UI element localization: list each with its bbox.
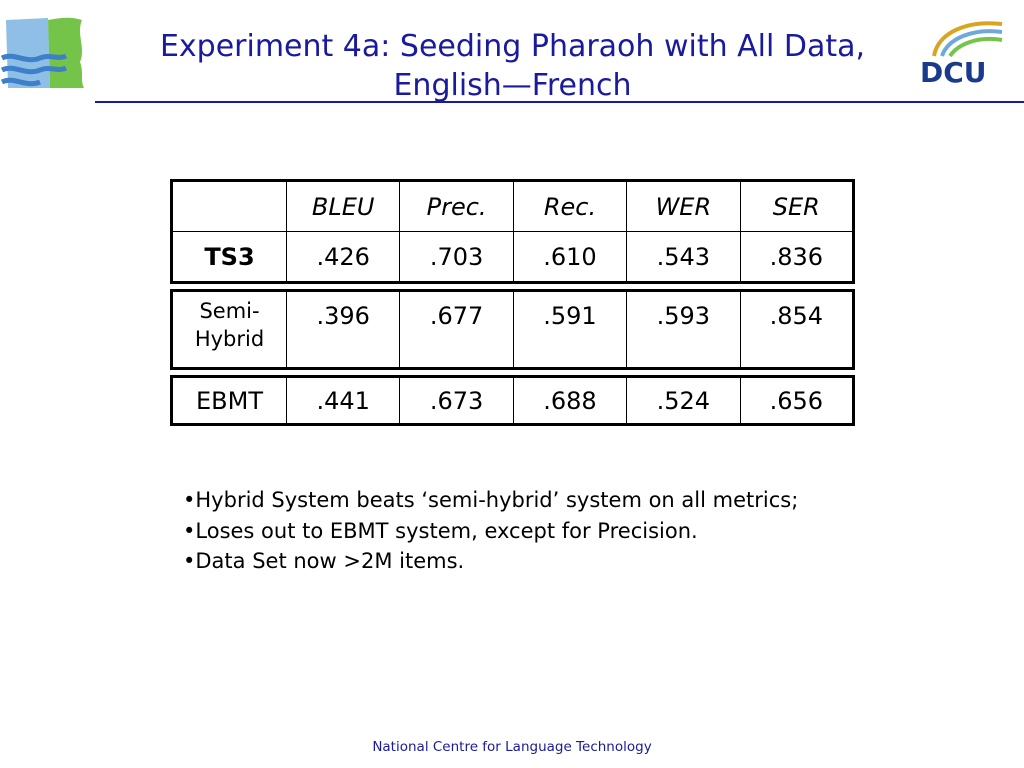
- system-cell: Semi- Hybrid: [171, 290, 287, 369]
- bullet-item: Data Set now >2M items.: [183, 546, 843, 577]
- value-cell: .426: [285, 231, 401, 283]
- value-cell: .673: [399, 376, 514, 425]
- system-cell: TS3: [171, 231, 287, 283]
- bullet-item: Hybrid System beats ‘semi-hybrid’ system…: [183, 485, 843, 516]
- value-cell: .543: [626, 231, 741, 283]
- bullet-item: Loses out to EBMT system, except for Pre…: [183, 516, 843, 547]
- value-cell: .703: [399, 231, 514, 283]
- slide-title-line1: Experiment 4a: Seeding Pharaoh with All …: [159, 29, 866, 64]
- header-cell-wer: WER: [626, 180, 741, 232]
- value-cell: .524: [626, 376, 741, 425]
- system-cell: EBMT: [171, 376, 287, 425]
- dcu-logo: DCU: [920, 21, 1003, 86]
- table-row: Semi- Hybrid .396 .677 .591 .593 .854: [171, 290, 855, 369]
- value-cell: .396: [285, 290, 401, 369]
- value-cell: .591: [512, 290, 628, 369]
- results-table-ebmt: EBMT .441 .673 .688 .524 .656: [170, 375, 855, 426]
- value-cell: .441: [285, 376, 401, 425]
- value-cell: .688: [512, 376, 628, 425]
- value-cell: .836: [739, 231, 855, 283]
- table-row: TS3 .426 .703 .610 .543 .836: [171, 231, 855, 283]
- title-divider: [95, 101, 1024, 103]
- results-table: BLEU Prec. Rec. WER SER TS3 .426 .703 .6…: [170, 179, 855, 284]
- value-cell: .593: [626, 290, 741, 369]
- results-table-semi-hybrid: Semi- Hybrid .396 .677 .591 .593 .854: [170, 289, 855, 370]
- header-cell-empty: [171, 180, 287, 232]
- table-row: EBMT .441 .673 .688 .524 .656: [171, 376, 855, 425]
- value-cell: .656: [739, 376, 855, 425]
- dcu-logo-text: DCU: [920, 56, 987, 86]
- ncl-wave-logo: [0, 17, 84, 89]
- value-cell: .610: [512, 231, 628, 283]
- table-header-row: BLEU Prec. Rec. WER SER: [171, 180, 855, 232]
- slide-title-line2: English—French: [393, 68, 632, 103]
- value-cell: .677: [399, 290, 514, 369]
- system-cell-line2: Hybrid: [194, 327, 265, 351]
- bullet-list: Hybrid System beats ‘semi-hybrid’ system…: [183, 485, 843, 577]
- footer-text: National Centre for Language Technology: [372, 739, 652, 755]
- system-cell-line1: Semi-: [199, 299, 260, 323]
- header-cell-rec: Rec.: [512, 180, 628, 232]
- header-cell-bleu: BLEU: [285, 180, 401, 232]
- value-cell: .854: [739, 290, 855, 369]
- slide-title: Experiment 4a: Seeding Pharaoh with All …: [95, 27, 930, 105]
- header-cell-ser: SER: [739, 180, 855, 232]
- header-cell-prec: Prec.: [399, 180, 514, 232]
